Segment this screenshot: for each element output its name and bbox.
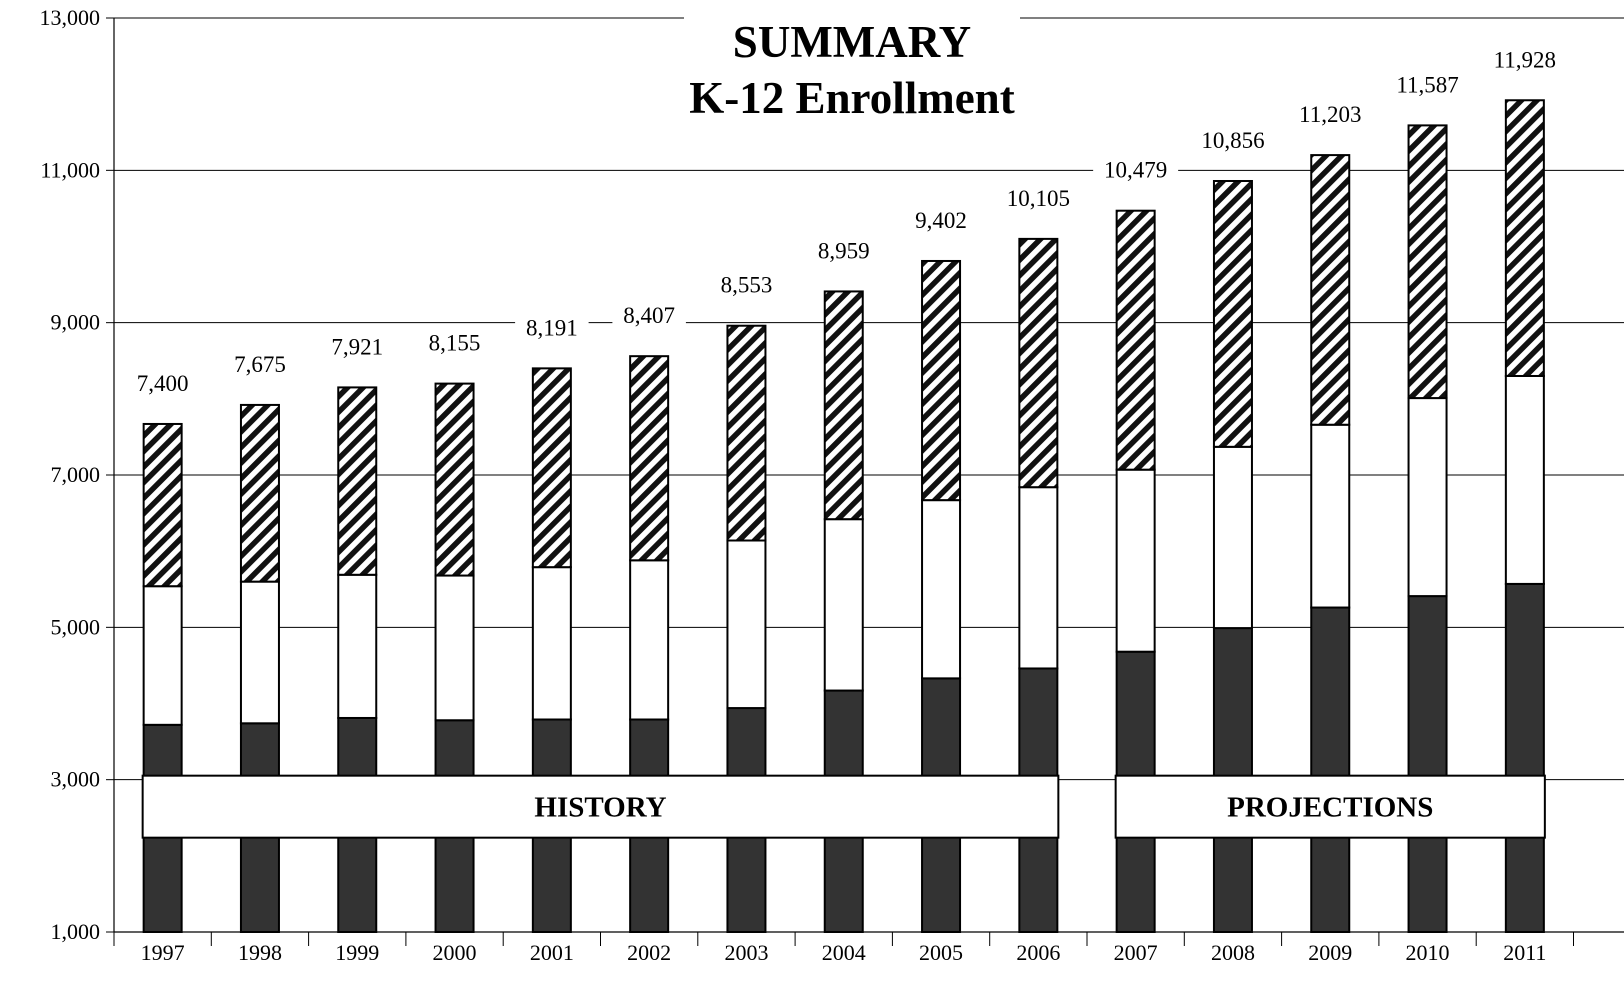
bar-segment-middle — [726, 539, 767, 710]
bar-segment-top — [1115, 209, 1156, 471]
y-tick-label: 13,000 — [40, 5, 101, 30]
x-tick-label: 2002 — [627, 940, 671, 965]
total-label: 8,407 — [623, 303, 675, 328]
bar-segment-top — [337, 386, 378, 576]
bar-segment-middle — [1018, 486, 1059, 670]
x-tick-label: 2009 — [1308, 940, 1352, 965]
total-label-backdrop — [904, 205, 978, 234]
bar-segment-top — [629, 355, 670, 562]
period-bands: HISTORY PROJECTIONS — [141, 774, 1546, 839]
total-label-backdrop — [417, 328, 492, 357]
period-band-box — [1114, 774, 1546, 839]
bar-segment-middle — [531, 566, 572, 721]
x-tick-label: 2006 — [1016, 940, 1060, 965]
bar-segment-top — [726, 324, 767, 542]
total-label: 11,928 — [1494, 47, 1556, 72]
bar-segment-middle — [1407, 397, 1448, 598]
bar-segment-top — [1407, 124, 1448, 400]
chart-title-box: SUMMARY K-12 Enrollment — [684, 10, 1020, 130]
bar-segment-bottom — [1407, 595, 1448, 933]
bar-segment-middle — [823, 518, 864, 692]
y-tick-label: 3,000 — [51, 767, 101, 792]
bar-segment-top — [1504, 99, 1545, 377]
bar-segment-top — [142, 422, 183, 588]
x-tick-label: 2010 — [1406, 940, 1450, 965]
total-label-backdrop — [515, 313, 589, 342]
total-label-backdrop — [1385, 70, 1471, 99]
x-tick-label: 2005 — [919, 940, 963, 965]
bar-segment-middle — [1310, 423, 1351, 609]
x-tick-label: 1998 — [238, 940, 282, 965]
total-label-backdrop — [807, 236, 881, 265]
x-tick-label: 2001 — [530, 940, 574, 965]
total-label: 8,191 — [526, 315, 578, 340]
total-label: 9,402 — [915, 208, 967, 233]
bar-segment-bottom — [1504, 582, 1545, 933]
bar-segment-middle — [629, 559, 670, 721]
bar-segment-middle — [337, 573, 378, 719]
bar-segment-bottom — [1310, 606, 1351, 934]
bar-segment-top — [823, 290, 864, 521]
total-label: 7,675 — [234, 352, 286, 377]
bar-segment-top — [1018, 237, 1059, 489]
total-label: 10,856 — [1201, 128, 1264, 153]
bar-segment-middle — [434, 574, 475, 722]
x-tick-label: 1997 — [141, 940, 185, 965]
x-tick-label: 2003 — [724, 940, 768, 965]
bar-segment-top — [921, 259, 962, 502]
total-label-backdrop — [1287, 100, 1373, 129]
bar-segment-middle — [1212, 445, 1253, 630]
chart-subtitle: K-12 Enrollment — [689, 73, 1014, 123]
total-label: 11,587 — [1396, 72, 1458, 97]
total-label: 11,203 — [1299, 102, 1361, 127]
bar-segment-top — [434, 382, 475, 577]
y-tick-label: 11,000 — [40, 157, 100, 182]
total-label: 8,553 — [721, 273, 773, 298]
total-label-backdrop — [995, 183, 1081, 212]
total-label: 10,105 — [1007, 186, 1070, 211]
total-label-backdrop — [612, 301, 686, 330]
total-label: 8,959 — [818, 238, 870, 263]
x-tick-label: 2008 — [1211, 940, 1255, 965]
bar-segment-middle — [1504, 374, 1545, 585]
data-labels: 7,400 7,675 7,921 8,155 8,191 8,407 8,553 8,959… — [125, 45, 1568, 397]
total-label-backdrop — [223, 349, 297, 378]
x-tick-label: 2000 — [433, 940, 477, 965]
total-label: 7,400 — [137, 371, 189, 396]
total-label-backdrop — [709, 270, 784, 299]
bar-segment-top — [1310, 154, 1351, 426]
chart-title: SUMMARY — [733, 17, 971, 67]
bar-segment-top — [531, 367, 572, 569]
total-label-backdrop — [1482, 45, 1568, 74]
axes: 1,000 3,000 5,000 7,000 9,000 11,000 13,000 199… — [40, 5, 1624, 965]
bar-segment-top — [239, 403, 280, 583]
bar-segment-top — [1212, 179, 1253, 448]
period-band-box — [141, 774, 1060, 839]
x-tick-label: 1999 — [335, 940, 379, 965]
total-label-backdrop — [125, 368, 200, 397]
bar-segment-middle — [921, 499, 962, 680]
y-tick-label: 5,000 — [51, 614, 101, 639]
bar-segment-middle — [1115, 468, 1156, 653]
x-tick-label: 2004 — [822, 940, 866, 965]
x-tick-label: 2011 — [1503, 940, 1546, 965]
total-label-backdrop — [320, 332, 394, 361]
y-tick-label: 9,000 — [51, 310, 101, 335]
x-tick-label: 2007 — [1114, 940, 1158, 965]
bar-segment-middle — [239, 580, 280, 725]
period-band-label: HISTORY — [534, 792, 666, 824]
total-label-backdrop — [1093, 155, 1179, 184]
total-label-backdrop — [1190, 125, 1276, 154]
total-label: 10,479 — [1104, 158, 1167, 183]
y-tick-label: 1,000 — [51, 919, 101, 944]
total-label: 7,921 — [331, 334, 383, 359]
bar-segment-middle — [142, 585, 183, 726]
total-label: 8,155 — [429, 331, 481, 356]
period-band-label: PROJECTIONS — [1227, 792, 1433, 824]
y-tick-label: 7,000 — [51, 462, 101, 487]
